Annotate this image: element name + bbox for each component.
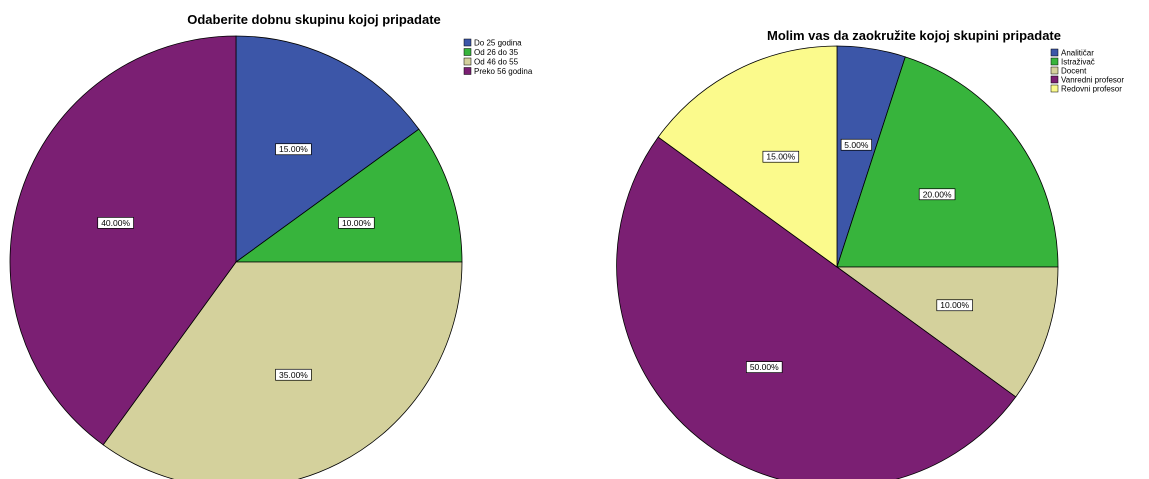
pie-slice-do-25-godina bbox=[235, 35, 420, 263]
svg-text:5.00%: 5.00% bbox=[844, 140, 869, 150]
chart-title: Odaberite dobnu skupinu kojoj pripadate bbox=[187, 12, 441, 27]
slice-label-preko-56-godina: 40.00% bbox=[97, 217, 134, 229]
legend-item-vanredni-profesor: Vanredni profesor bbox=[1050, 76, 1124, 85]
pie-slice-docent bbox=[835, 266, 1059, 398]
svg-text:15.00%: 15.00% bbox=[279, 144, 308, 154]
chart-title: Molim vas da zaokružite kojoj skupini pr… bbox=[767, 28, 1061, 43]
slice-label-redovni-profesor: 15.00% bbox=[762, 150, 800, 163]
legend-item-istrazivac: Istraživač bbox=[1050, 58, 1095, 67]
legend-item-analiticar: Analitičar bbox=[1050, 49, 1094, 58]
slice-label-docent: 10.00% bbox=[936, 299, 973, 312]
svg-text:20.00%: 20.00% bbox=[923, 189, 952, 199]
pie-slice-istrazivac bbox=[836, 56, 1059, 268]
svg-text:Redovni profesor: Redovni profesor bbox=[1061, 85, 1122, 94]
svg-text:Do 25 godina: Do 25 godina bbox=[474, 39, 522, 48]
age-group-pie-chart: Odaberite dobnu skupinu kojoj pripadate 1… bbox=[9, 12, 533, 479]
svg-text:Analitičar: Analitičar bbox=[1061, 49, 1094, 58]
svg-text:10.00%: 10.00% bbox=[940, 300, 969, 310]
legend-item-od-26-do-35: Od 26 do 35 bbox=[463, 48, 519, 57]
svg-text:Docent: Docent bbox=[1061, 67, 1087, 76]
svg-text:Od 26 do 35: Od 26 do 35 bbox=[474, 48, 519, 57]
slice-label-do-25-godina: 15.00% bbox=[275, 143, 312, 156]
legend-item-do-25-godina: Do 25 godina bbox=[463, 39, 522, 48]
pie-slice-od-26-do-35 bbox=[234, 128, 463, 263]
svg-text:10.00%: 10.00% bbox=[342, 218, 371, 228]
slice-label-od-46-do-55: 35.00% bbox=[275, 368, 312, 381]
pie-slice-preko-56-godina bbox=[9, 35, 237, 446]
position-group-pie-chart: Molim vas da zaokružite kojoj skupini pr… bbox=[575, 0, 1149, 479]
slice-label-istrazivac: 20.00% bbox=[918, 188, 956, 201]
svg-text:15.00%: 15.00% bbox=[766, 152, 795, 162]
svg-text:35.00%: 35.00% bbox=[279, 370, 308, 380]
slice-label-analiticar: 5.00% bbox=[840, 138, 872, 151]
age-group-pie-svg: Odaberite dobnu skupinu kojoj pripadate 1… bbox=[9, 12, 533, 479]
legend-item-od-46-do-55: Od 46 do 55 bbox=[463, 58, 519, 67]
svg-text:40.00%: 40.00% bbox=[101, 218, 130, 228]
position-group-pie-svg: Molim vas da zaokružite kojoj skupini pr… bbox=[616, 28, 1124, 479]
svg-text:50.00%: 50.00% bbox=[750, 362, 779, 372]
legend-item-preko-56-godina: Preko 56 godina bbox=[463, 67, 533, 76]
legend-item-docent: Docent bbox=[1050, 67, 1087, 76]
slice-label-od-26-do-35: 10.00% bbox=[338, 217, 375, 229]
svg-text:Od 46 do 55: Od 46 do 55 bbox=[474, 58, 519, 67]
slice-label-vanredni-profesor: 50.00% bbox=[746, 361, 783, 373]
legend-item-redovni-profesor: Redovni profesor bbox=[1050, 85, 1122, 94]
pie-slice-redovni-profesor bbox=[657, 45, 838, 268]
pie-slice-vanredni-profesor bbox=[616, 136, 1017, 479]
svg-text:Vanredni profesor: Vanredni profesor bbox=[1061, 76, 1124, 85]
svg-text:Istraživač: Istraživač bbox=[1061, 58, 1095, 67]
svg-text:Preko 56 godina: Preko 56 godina bbox=[474, 67, 533, 76]
